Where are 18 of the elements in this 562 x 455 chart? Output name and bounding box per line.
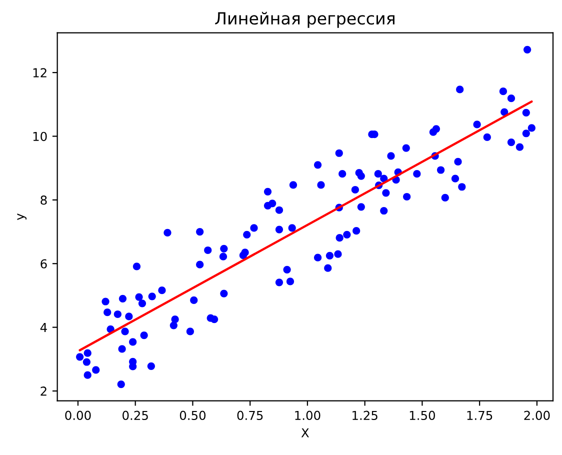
chart-title: Линейная регрессия [215, 12, 394, 28]
y-tick-label: 10 [33, 132, 47, 142]
y-tick-label: 4 [40, 323, 47, 332]
x-tick-label: 1.75 [467, 410, 492, 420]
x-tick-label: 2.00 [524, 410, 550, 420]
x-tick-label: 1.25 [352, 410, 378, 420]
y-tick-label: 6 [40, 259, 47, 268]
y-tick-label: 8 [40, 196, 47, 205]
y-tick-label: 2 [40, 386, 46, 396]
x-tick-label: 0.25 [122, 410, 148, 420]
x-tick-label: 0.75 [237, 410, 263, 420]
y-tick-label: 12 [33, 68, 46, 78]
x-tick-label: 0.00 [65, 410, 91, 420]
y-axis-title: y [17, 214, 26, 220]
x-axis-title: X [301, 428, 309, 438]
x-tick-label: 1.00 [295, 410, 320, 420]
x-tick-label: 1.50 [410, 410, 435, 420]
x-tick-label: 0.50 [180, 410, 206, 420]
